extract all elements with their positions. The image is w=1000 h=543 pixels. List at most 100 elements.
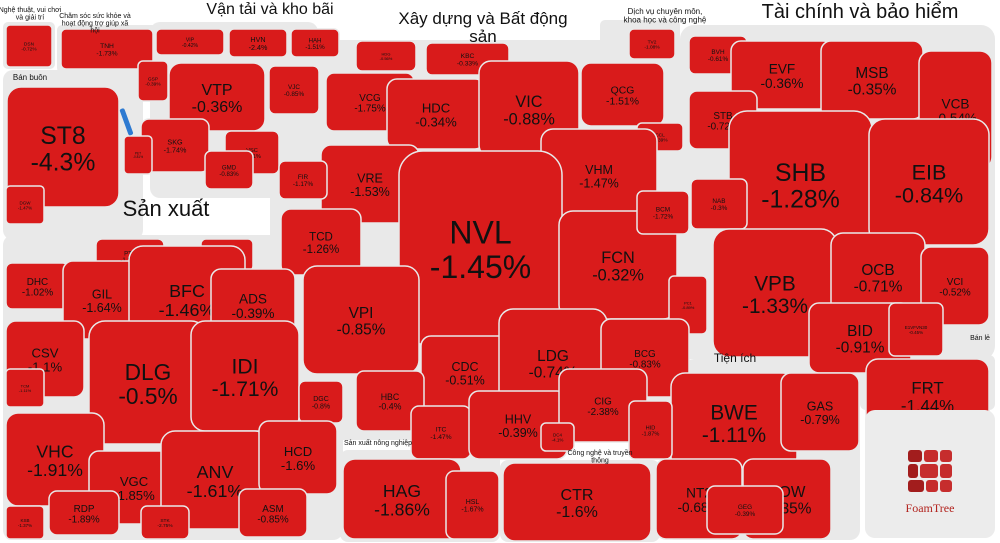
cell-shape-stk[interactable] [140,505,190,540]
cell-shape-gmd[interactable] [204,150,254,190]
cell-shape-fir[interactable] [278,160,328,200]
cell-vhc[interactable]: VHC-1.91% [5,412,105,507]
cell-shape-e1vfvn30[interactable] [888,302,944,357]
cell-shape-bcm[interactable] [636,190,690,235]
cell-shape-nab[interactable] [690,178,748,230]
cell-vhm[interactable]: VHM-1.47% [540,128,658,223]
cell-vip[interactable]: VIP-0.42% [155,28,225,56]
ticker-label: E1VFVN30 [905,325,928,330]
ticker-label: VPB [754,273,796,296]
change-label: -1.72% [653,214,674,221]
cell-dhc[interactable]: DHC-1.02% [5,262,70,310]
cell-rdp[interactable]: RDP-1.89% [48,490,120,536]
cell-shape-ctr[interactable] [502,462,652,542]
cell-fir[interactable]: FIR-1.17% [278,160,328,200]
cell-bid[interactable]: BID-0.91% [808,302,912,374]
cell-dc4[interactable]: DC4-4.1% [540,422,575,452]
cell-ksb[interactable]: KSB-1.37% [5,505,45,540]
cell-shape-eib[interactable] [868,118,990,246]
cell-hdc[interactable]: HDC-0.34% [386,78,486,150]
cell-shape-tnh[interactable] [60,28,154,70]
cell-bwe[interactable]: BWE-1.11% [670,372,798,472]
change-label: -1.53% [350,185,390,199]
cell-dlg[interactable]: DLG-0.5% [88,320,208,445]
cell-msb[interactable]: MSB-0.35% [820,40,924,120]
cell-shape-rdp[interactable] [48,490,120,536]
cell-shape-qcg[interactable] [580,62,665,127]
logo-tile [940,464,952,478]
cell-vpb[interactable]: VPB-1.33% [712,228,838,358]
cell-tnh[interactable]: TNH-1.73% [60,28,154,70]
logo-tile [940,450,952,462]
cell-asm[interactable]: ASM-0.85% [238,488,308,538]
cell-qcg[interactable]: QCG-1.51% [580,62,665,127]
cell-gas[interactable]: GAS-0.79% [780,372,860,452]
cell-shape-hbc[interactable] [355,370,425,432]
cell-geg[interactable]: GEG-0.39% [706,485,784,535]
cell-shape-dc4[interactable] [540,422,575,452]
cell-eib[interactable]: EIB-0.84% [868,118,990,246]
cell-shape-vtp[interactable] [168,62,266,132]
cell-shape-tv2[interactable] [628,28,676,60]
change-label: -0.42% [182,43,199,49]
cell-dgc[interactable]: DGC-0.8% [298,380,344,424]
cell-st8[interactable]: ST8-4.3% [6,86,120,208]
ticker-label: SHB [775,160,826,187]
cell-shape-hdg[interactable] [355,40,417,72]
cell-vjc[interactable]: VJC-0.85% [268,65,320,115]
ticker-label: STB [713,111,733,122]
cell-ctr[interactable]: CTR-1.6% [502,462,652,542]
cell-hag[interactable]: HAG-1.86% [342,458,462,540]
cell-tcm[interactable]: TCM-1.11% [5,368,45,408]
cell-shape-hid[interactable] [628,400,673,460]
ticker-label: ITC [436,427,447,434]
ticker-label: MSB [855,65,888,82]
cell-shape-st8[interactable] [6,86,120,208]
cell-shb[interactable]: SHB-1.28% [728,110,873,258]
cell-fcn[interactable]: FCN-0.32% [558,210,678,320]
cell-shape-dgw[interactable] [5,185,45,225]
cell-shape-hsl[interactable] [445,470,500,540]
cell-idi[interactable]: IDI-1.71% [190,320,300,432]
group-label-line: Sản xuất nông nghiệp [344,438,412,447]
change-label: -0.51% [445,373,485,387]
cell-shape-vip[interactable] [155,28,225,56]
cell-gmd[interactable]: GMD-0.83% [204,150,254,190]
cell-pet[interactable]: PET-0.81% [123,135,153,175]
cell-shape-pet[interactable] [123,135,153,175]
cell-tv2[interactable]: TV2-1.08% [628,28,676,60]
change-label: -1.46% [159,300,216,320]
cell-hsl[interactable]: HSL-1.67% [445,470,500,540]
cell-hdg[interactable]: HDG-0.56% [355,40,417,72]
change-label: -0.85% [257,514,289,525]
cell-shape-dsn[interactable] [5,24,53,68]
cell-shape-gas[interactable] [780,372,860,452]
cell-shape-hvn[interactable] [228,28,288,58]
cell-hid[interactable]: HID-1.87% [628,400,673,460]
cell-vtp[interactable]: VTP-0.36% [168,62,266,132]
cell-e1vfvn30[interactable]: E1VFVN30-0.45% [888,302,944,357]
cell-vpi[interactable]: VPI-0.85% [302,265,420,375]
cell-tcd[interactable]: TCD-1.26% [280,208,362,276]
cell-shape-tcm[interactable] [5,368,45,408]
cell-shape-geg[interactable] [706,485,784,535]
cell-vre[interactable]: VRE-1.53% [320,144,420,224]
cell-gsp[interactable]: GSP-0.39% [137,60,169,102]
cell-shape-hah[interactable] [290,28,340,58]
cell-itc[interactable]: ITC-1.47% [410,405,472,460]
cell-shape-asm[interactable] [238,488,308,538]
cell-nab[interactable]: NAB-0.3% [690,178,748,230]
cell-dsn[interactable]: DSN-0.72% [5,24,53,68]
cell-shape-ksb[interactable] [5,505,45,540]
cell-gil[interactable]: GIL-1.64% [62,260,142,340]
change-label: -1.6% [556,504,598,521]
cell-hah[interactable]: HAH-1.51% [290,28,340,58]
cell-hcd[interactable]: HCD-1.6% [258,420,338,495]
cell-shape-gsp[interactable] [137,60,169,102]
cell-shape-vjc[interactable] [268,65,320,115]
cell-stk[interactable]: STK-2.75% [140,505,190,540]
cell-dgw[interactable]: DGW-1.47% [5,185,45,225]
cell-bcm[interactable]: BCM-1.72% [636,190,690,235]
cell-hbc[interactable]: HBC-0.4% [355,370,425,432]
cell-hvn[interactable]: HVN-2.4% [228,28,288,58]
